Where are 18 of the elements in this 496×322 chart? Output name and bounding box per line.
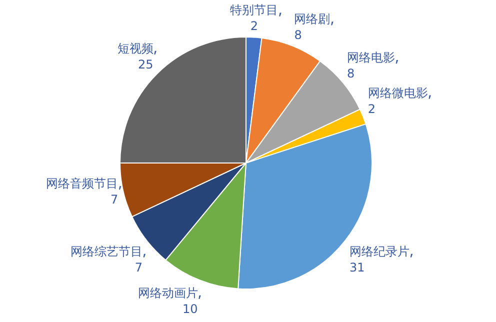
slice-label: 特别节目 [230,3,278,18]
data-label: 31 [350,260,365,274]
slice-label: 网络剧 [294,12,330,26]
slice-label: 网络微电影 [368,86,428,100]
slice-label: 网络纪录片 [350,244,410,258]
data-label: 7 [110,192,118,207]
data-label: 25 [138,57,154,72]
data-label: 2 [368,102,376,116]
data-label: 8 [294,28,302,42]
slice-label: 网络综艺节目 [70,244,142,258]
data-label: 8 [346,66,355,80]
slice-label: 短视频 [117,41,154,56]
data-label: 10 [182,302,198,316]
slice-label: 网络音频节目 [46,176,118,191]
data-label: 7 [134,260,142,274]
data-label: 2 [250,19,258,34]
slice-label: 网络动画片 [138,286,198,300]
slice-label: 网络电影 [346,50,395,64]
